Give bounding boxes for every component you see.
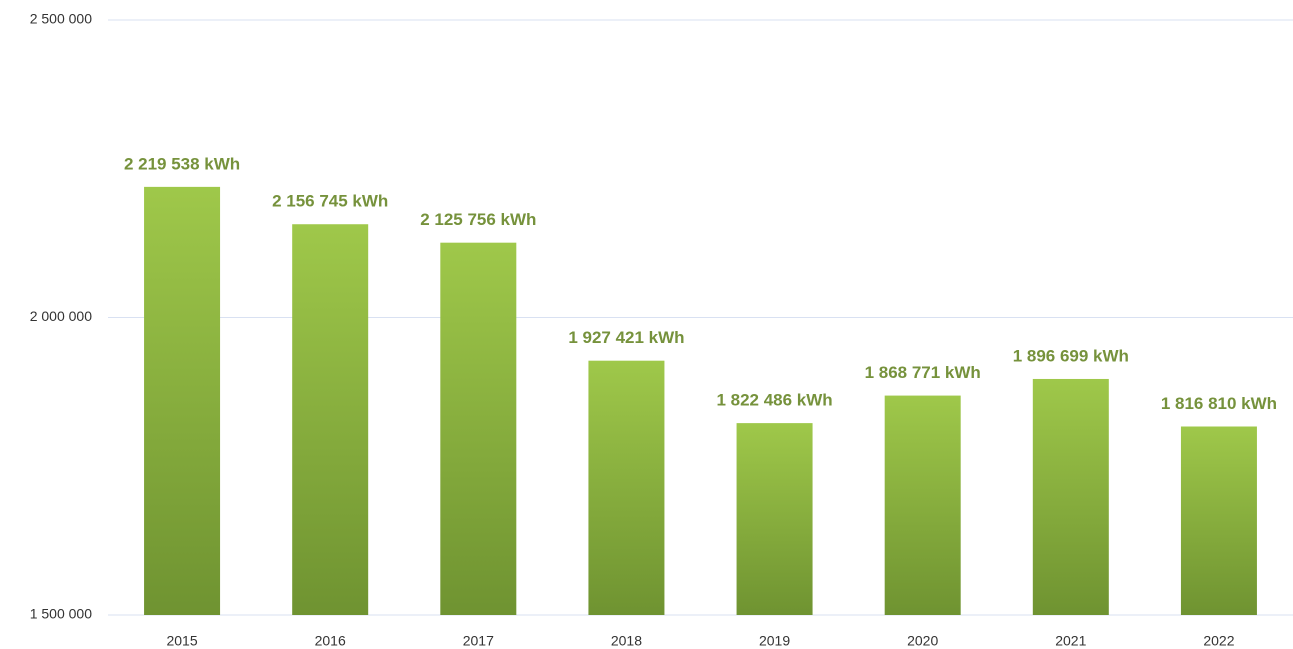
- bar: [1180, 426, 1257, 615]
- value-label: 1 896 699 kWh: [1013, 346, 1129, 365]
- bar: [1032, 378, 1109, 615]
- y-tick-label: 2 500 000: [30, 11, 92, 27]
- value-label: 2 125 756 kWh: [420, 210, 536, 229]
- x-tick-label: 2018: [611, 633, 642, 649]
- bar: [440, 242, 517, 616]
- value-label: 2 219 538 kWh: [124, 154, 240, 173]
- x-tick-label: 2021: [1055, 633, 1086, 649]
- bar: [292, 224, 369, 615]
- bar: [144, 186, 221, 616]
- value-label: 1 868 771 kWh: [865, 363, 981, 382]
- value-label: 1 927 421 kWh: [568, 328, 684, 347]
- x-tick-label: 2017: [463, 633, 494, 649]
- x-tick-label: 2022: [1203, 633, 1234, 649]
- y-tick-label: 2 000 000: [30, 308, 92, 324]
- value-label: 2 156 745 kWh: [272, 192, 388, 211]
- bar: [884, 395, 961, 615]
- value-label: 1 816 810 kWh: [1161, 394, 1277, 413]
- value-label: 1 822 486 kWh: [716, 391, 832, 410]
- bar: [736, 423, 813, 615]
- x-tick-label: 2015: [166, 633, 197, 649]
- bar: [588, 360, 665, 615]
- x-tick-label: 2020: [907, 633, 938, 649]
- x-tick-label: 2016: [315, 633, 346, 649]
- y-tick-label: 1 500 000: [30, 606, 92, 622]
- x-tick-label: 2019: [759, 633, 790, 649]
